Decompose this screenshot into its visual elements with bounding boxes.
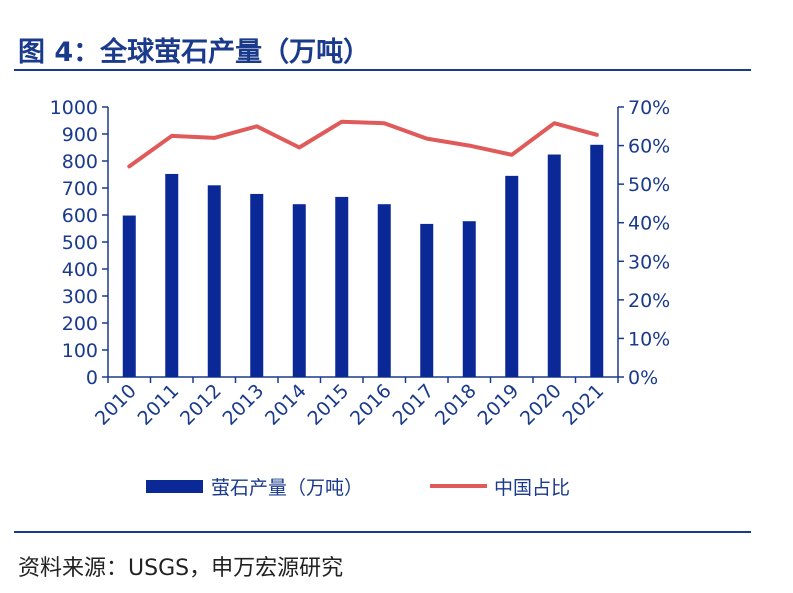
y-left-tick-label: 1000: [50, 97, 98, 119]
y-right-tick-label: 10%: [628, 328, 670, 350]
bar: [250, 193, 264, 377]
x-tick-label: 2018: [431, 380, 481, 430]
legend-swatch-bar: [146, 480, 203, 493]
y-right-tick-label: 70%: [628, 97, 670, 119]
x-tick-label: 2013: [219, 380, 269, 430]
x-tick-label: 2015: [304, 380, 354, 430]
x-tick-label: 2017: [389, 380, 439, 430]
line-series: [127, 119, 599, 169]
bar: [505, 175, 519, 377]
y-left-tick-label: 900: [62, 124, 98, 146]
y-left-tick-label: 200: [62, 313, 98, 335]
top-rule: [14, 69, 751, 71]
x-tick-label: 2014: [261, 380, 311, 430]
legend-label-bar: 萤石产量（万吨）: [211, 477, 363, 499]
y-left-tick-label: 500: [62, 232, 98, 254]
bar: [590, 144, 604, 377]
x-tick-label: 2016: [346, 380, 396, 430]
x-tick-label: 2021: [559, 380, 609, 430]
y-left-tick-label: 400: [62, 259, 98, 281]
y-left-tick-label: 300: [62, 286, 98, 308]
y-left-tick-label: 700: [62, 178, 98, 200]
y-right-tick-label: 0%: [628, 367, 658, 389]
source-note: 资料来源：USGS，申万宏源研究: [18, 556, 344, 581]
legend-label-line: 中国占比: [494, 477, 570, 499]
x-tick-label: 2012: [176, 380, 226, 430]
y-left-tick-label: 800: [62, 151, 98, 173]
bar: [207, 185, 221, 377]
y-left-tick-label: 100: [62, 340, 98, 362]
bar: [547, 154, 561, 377]
bottom-rule: [14, 531, 751, 533]
y-left-tick-label: 600: [62, 205, 98, 227]
bar: [292, 204, 306, 377]
x-tick-label: 2020: [516, 380, 566, 430]
y-right-tick-label: 50%: [628, 174, 670, 196]
y-left-tick-label: 0: [86, 367, 98, 389]
bar: [122, 215, 136, 377]
x-tick-label: 2011: [134, 380, 184, 430]
bar: [377, 204, 391, 377]
x-tick-label: 2010: [91, 380, 141, 430]
bar: [462, 221, 476, 377]
bar: [420, 223, 434, 377]
bar: [335, 196, 349, 377]
y-right-tick-label: 60%: [628, 136, 670, 158]
figure-title: 图 4：全球萤石产量（万吨）: [18, 37, 371, 68]
y-right-tick-label: 30%: [628, 251, 670, 273]
y-right-tick-label: 40%: [628, 213, 670, 235]
x-tick-label: 2019: [474, 380, 524, 430]
legend: 萤石产量（万吨） 中国占比: [146, 477, 570, 499]
y-right-tick-label: 20%: [628, 290, 670, 312]
plot-area: 0 100 200 300 400 500 600 700 800 900 1000 0% 10% 20%…: [50, 97, 671, 430]
bar: [165, 173, 179, 377]
